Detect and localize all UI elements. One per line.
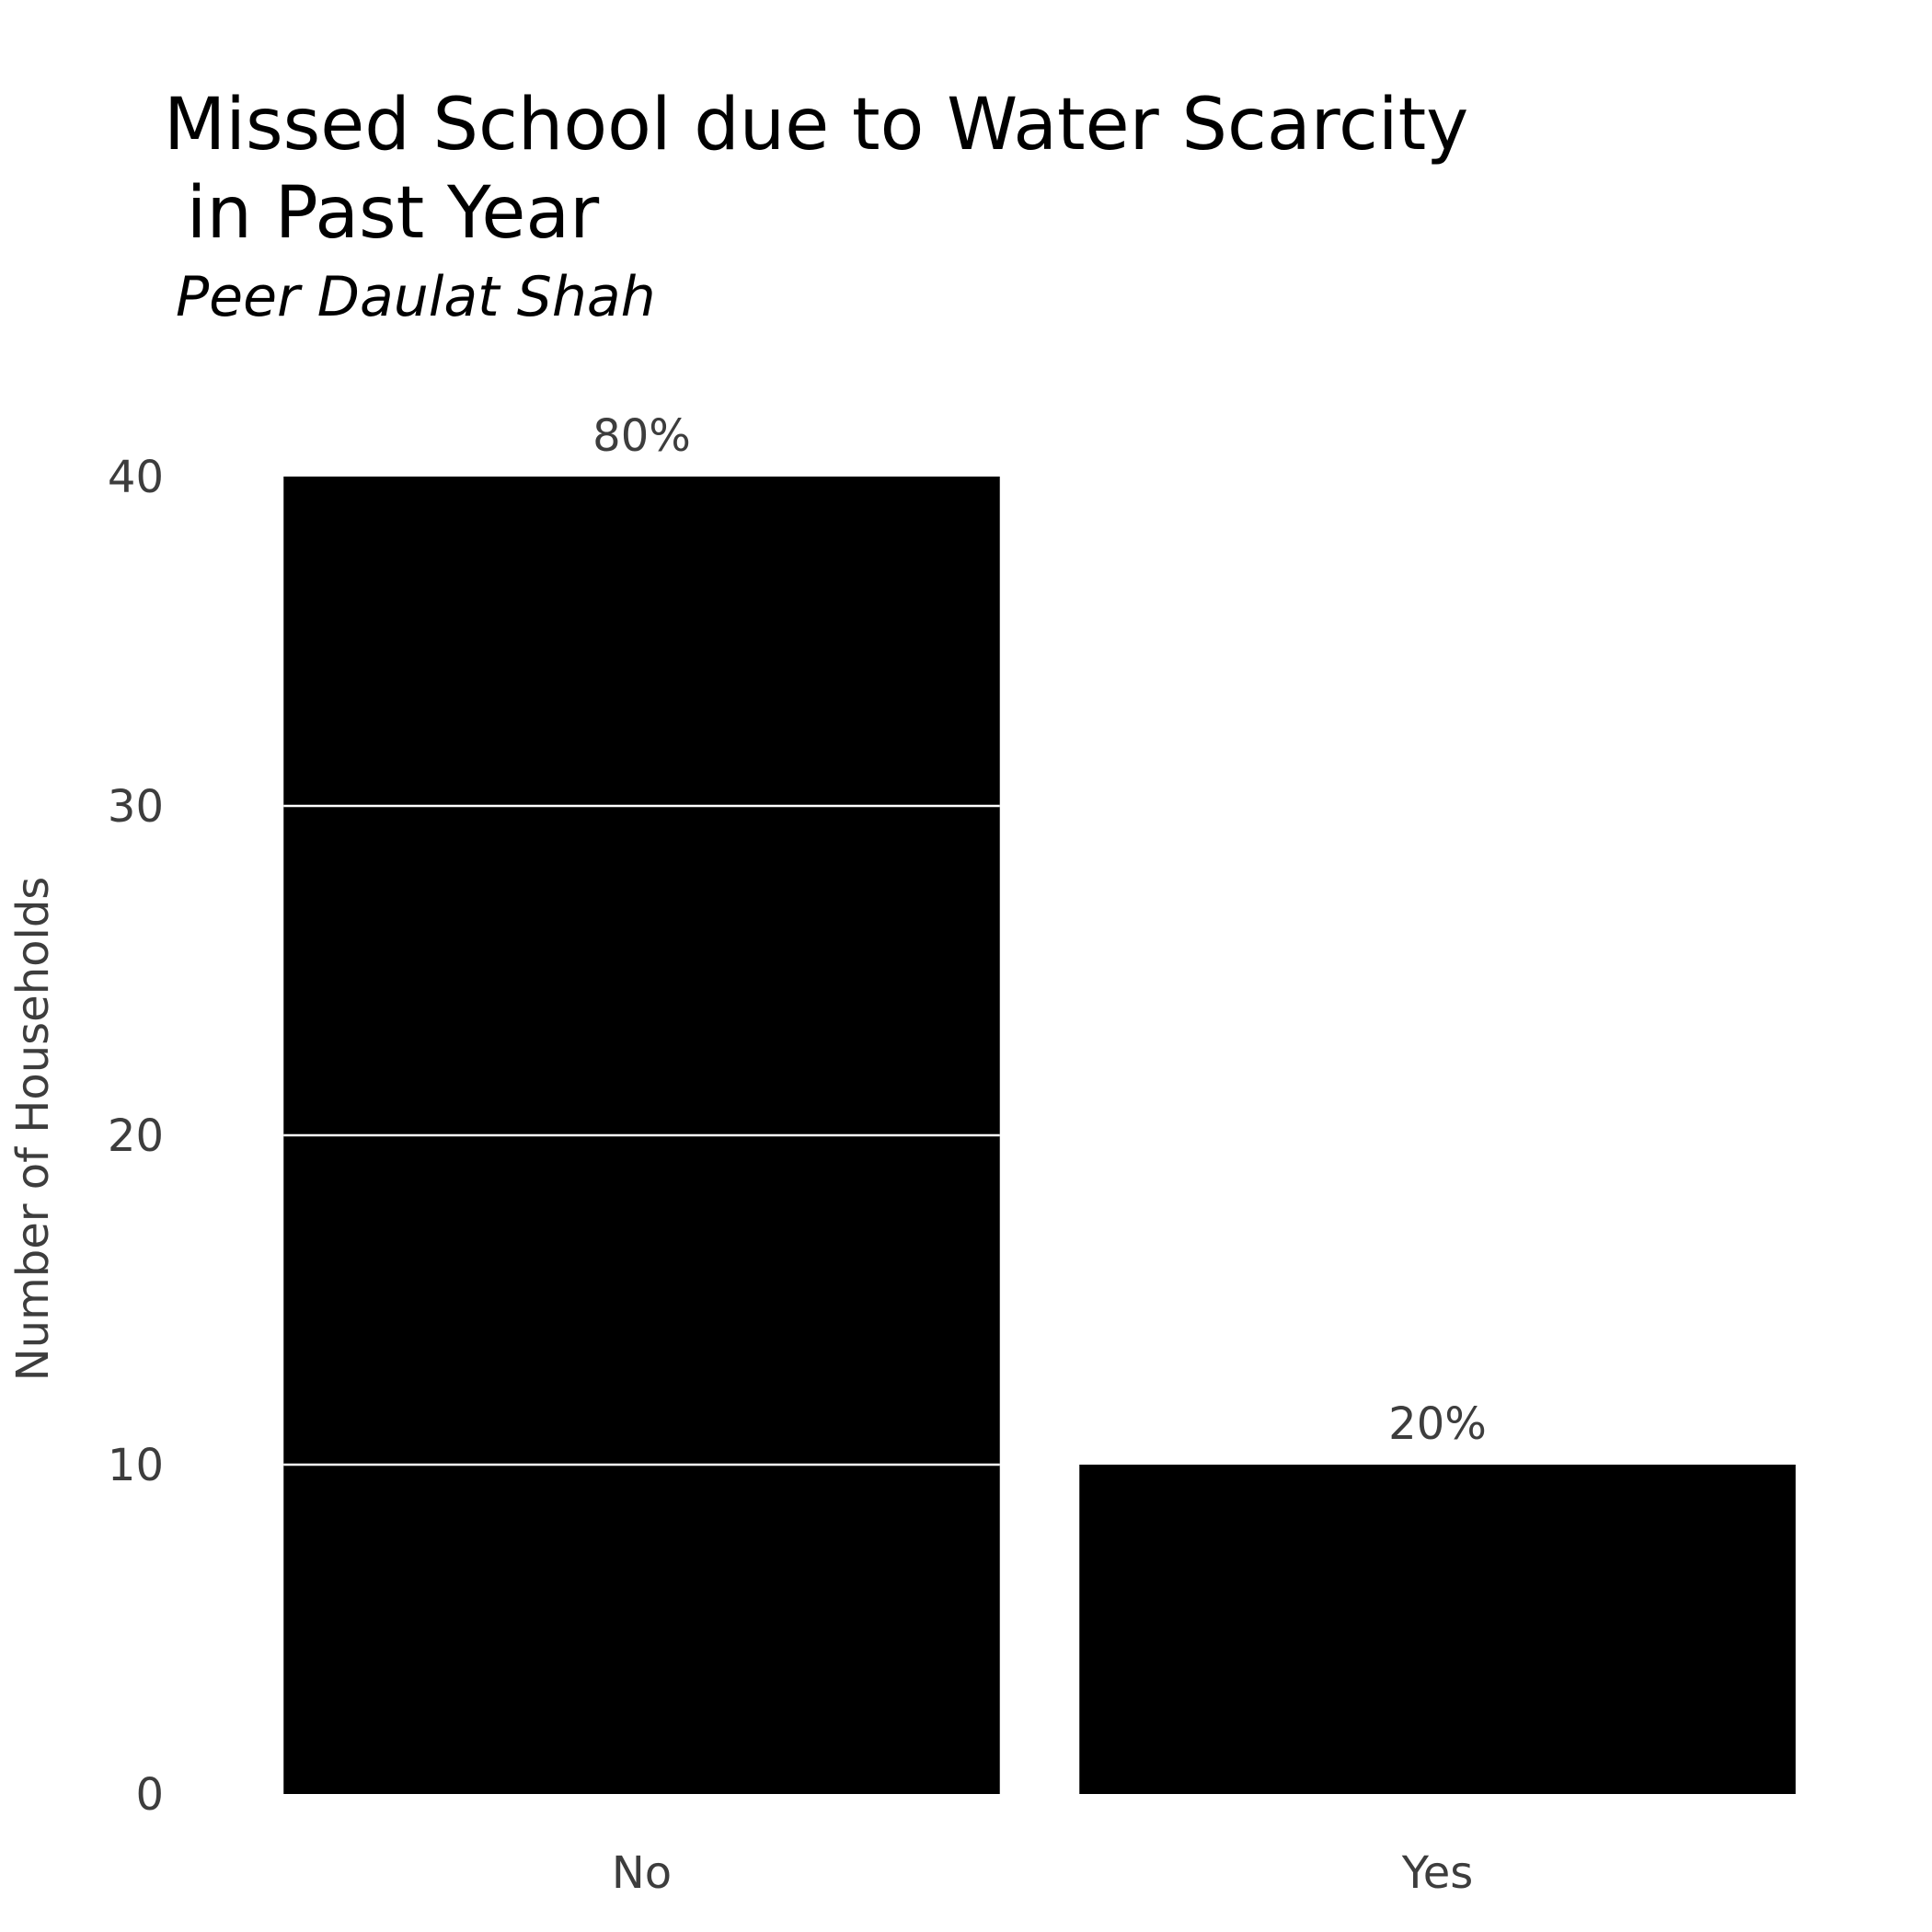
y-tick-labels-group: 0 10 20 30 40 <box>108 452 164 1821</box>
x-tick-label-yes: Yes <box>1401 1847 1473 1899</box>
gridlines-group <box>283 804 1000 1466</box>
data-labels-group: 80% 20% <box>592 410 1487 1450</box>
chart-title: Missed School due to Water Scarcity in P… <box>164 84 1469 255</box>
y-tick-label: 20 <box>108 1110 164 1162</box>
chart-subtitle: Peer Daulat Shah <box>176 265 656 329</box>
y-tick-label: 10 <box>108 1440 164 1491</box>
y-axis-title: Number of Households <box>7 877 59 1382</box>
x-tick-labels-group: No Yes <box>612 1847 1473 1899</box>
y-tick-label: 0 <box>135 1769 164 1821</box>
x-tick-label-no: No <box>612 1847 672 1899</box>
y-tick-label: 30 <box>108 781 164 833</box>
bar-yes <box>1079 1465 1796 1794</box>
y-tick-label: 40 <box>108 452 164 503</box>
data-label-no: 80% <box>592 410 691 462</box>
data-label-yes: 20% <box>1388 1398 1487 1450</box>
